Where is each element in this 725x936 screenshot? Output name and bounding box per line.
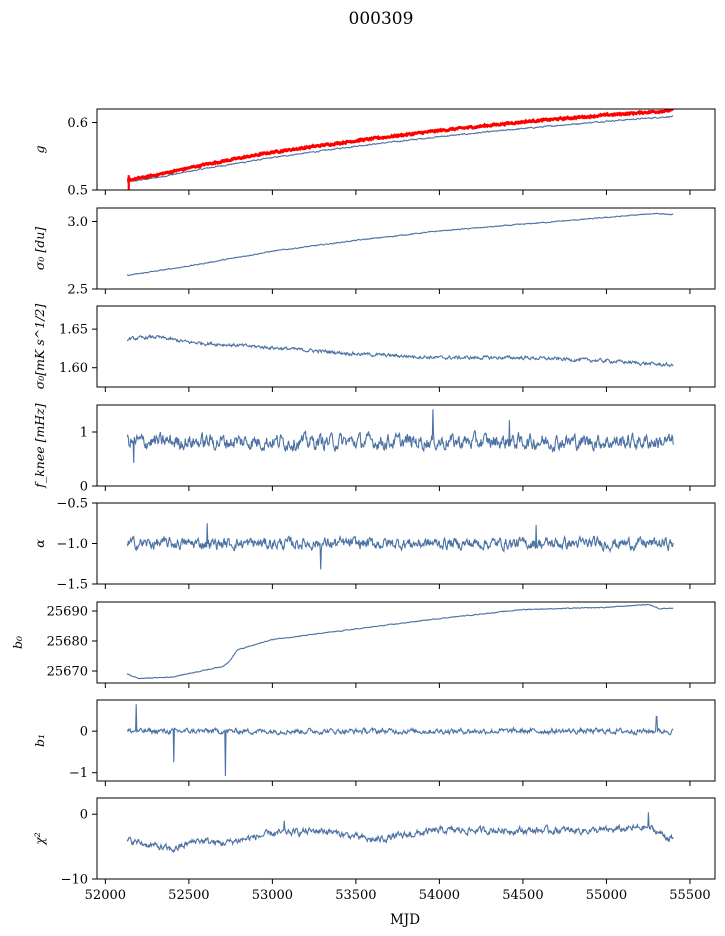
x-axis: 52000 52500 53000 53500 54000 54500 55000 55500 <box>85 888 711 903</box>
series-b0-0 <box>126 603 674 680</box>
ytick-label-sigma0_du-1: 3.0 <box>67 215 88 230</box>
series-chi2-0 <box>126 812 674 854</box>
panel-chi2: −10 0 χ² <box>32 797 716 888</box>
xtick-label-7: 55500 <box>669 888 710 903</box>
ylabel-sigma0_du: σ₀ [du] <box>32 227 47 270</box>
frame-b1 <box>96 699 716 782</box>
xtick-label-2: 53000 <box>252 888 293 903</box>
series-g-0 <box>126 115 674 183</box>
ylabel-sigma0_mK: σ₀[mK s^1/2] <box>32 304 47 390</box>
frame-sigma0_mK <box>96 305 716 388</box>
ylabel-chi2: χ² <box>32 832 47 846</box>
panels: 0.5 0.6 g 2.5 3.0 σ₀ [du] 1.60 1.65 σ₀[mK s^1/2]… <box>10 108 716 888</box>
ylabel-g: g <box>32 145 47 153</box>
series-alpha-0 <box>126 523 674 570</box>
ytick-label-chi2-1: 0 <box>80 808 88 823</box>
series-sigma0_mK-0 <box>127 334 674 368</box>
series-b1-0 <box>127 704 674 777</box>
series-fknee-0 <box>126 409 674 463</box>
panel-alpha: −1.5 −1.0 −0.5 α <box>32 497 716 593</box>
xtick-label-4: 54000 <box>419 888 460 903</box>
ytick-label-alpha-0: −1.5 <box>56 578 88 593</box>
panel-b0: 25670 25680 25690 b₀ <box>10 601 716 688</box>
ylabel-b0: b₀ <box>10 636 25 649</box>
ytick-label-sigma0_mK-1: 1.65 <box>59 323 88 338</box>
ytick-label-chi2-0: −10 <box>61 873 88 888</box>
ytick-label-alpha-1: −1.0 <box>56 537 88 552</box>
xtick-label-6: 55000 <box>586 888 627 903</box>
ytick-label-b1-1: 0 <box>80 725 88 740</box>
frame-b0 <box>96 601 716 684</box>
ytick-label-g-0: 0.5 <box>67 184 88 199</box>
xtick-label-5: 54500 <box>502 888 543 903</box>
xtick-label-1: 52500 <box>168 888 209 903</box>
frame-chi2 <box>96 797 716 880</box>
x-axis-label: MJD <box>390 912 420 928</box>
panel-g: 0.5 0.6 g <box>32 108 716 199</box>
ylabel-fknee: f_knee [mHz] <box>32 403 47 488</box>
ytick-label-g-1: 0.6 <box>67 116 88 131</box>
ytick-label-b0-0: 25670 <box>47 665 88 680</box>
frame-g <box>96 108 716 191</box>
ytick-label-sigma0_du-0: 2.5 <box>67 283 88 298</box>
xtick-label-3: 53500 <box>335 888 376 903</box>
ytick-label-b1-0: −1 <box>69 766 88 781</box>
ytick-label-fknee-0: 0 <box>80 480 88 495</box>
panel-fknee: 0 1 f_knee [mHz] <box>32 403 716 495</box>
ylabel-b1: b₁ <box>32 734 47 747</box>
frame-fknee <box>96 404 716 487</box>
panel-sigma0_du: 2.5 3.0 σ₀ [du] <box>32 207 716 298</box>
series-g-1 <box>126 109 675 182</box>
ytick-label-sigma0_mK-0: 1.60 <box>59 361 88 376</box>
xtick-label-0: 52000 <box>85 888 126 903</box>
ylabel-alpha: α <box>32 539 47 548</box>
ytick-label-alpha-2: −0.5 <box>56 497 88 512</box>
ytick-label-b0-1: 25680 <box>47 635 88 650</box>
figure-title: 000309 <box>349 9 414 29</box>
series-sigma0_du-0 <box>126 212 674 277</box>
frame-sigma0_du <box>96 207 716 290</box>
panel-b1: −1 0 b₁ <box>32 699 716 786</box>
ytick-label-fknee-1: 1 <box>80 426 88 441</box>
panel-sigma0_mK: 1.60 1.65 σ₀[mK s^1/2] <box>32 304 716 392</box>
ytick-label-b0-2: 25690 <box>47 605 88 620</box>
